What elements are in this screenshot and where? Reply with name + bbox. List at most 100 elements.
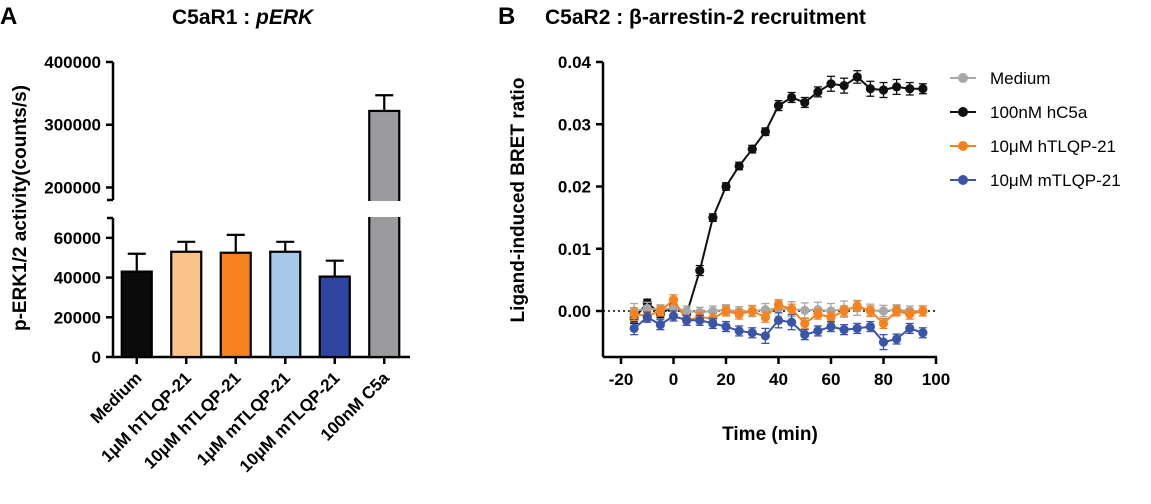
panel-b-data-point	[813, 326, 823, 336]
panel-b-data-point	[708, 213, 718, 223]
panel-b-data-point	[760, 127, 770, 137]
panel-b-data-point	[813, 309, 823, 319]
panel-b-data-point	[695, 315, 705, 325]
panel-b-data-point	[800, 318, 810, 329]
panel-b-data-point	[826, 79, 836, 89]
panel-b-letter: B	[498, 3, 515, 30]
panel-b-data-point	[826, 312, 836, 322]
panel-a-bar	[318, 275, 351, 359]
panel-b-data-point	[721, 321, 731, 332]
panel-a-letter: A	[0, 3, 17, 30]
panel-b-data-point	[668, 303, 679, 313]
panel-b-data-point	[629, 309, 639, 319]
panel-b-data-point	[865, 321, 875, 332]
panel-a-plot-area: 0200004000060000200000300000400000Medium…	[44, 53, 410, 476]
panel-b-data-point	[734, 161, 744, 171]
panel-b-data-point	[852, 323, 862, 334]
panel-a-y-tick-label: 300000	[44, 116, 101, 135]
panel-a-title-italic: pERK	[255, 6, 315, 29]
panel-b-data-point	[668, 295, 679, 305]
panel-b-data-point	[905, 323, 915, 334]
panel-b-data-point	[839, 325, 849, 335]
panel-b-x-tick-label: 60	[822, 370, 841, 389]
panel-a-bar	[368, 109, 401, 359]
panel-a-y-tick-label: 20000	[54, 308, 101, 327]
panel-a-bar	[120, 270, 153, 359]
panel-b-data-point	[734, 326, 744, 336]
legend-label: 10μM hTLQP-21	[990, 137, 1116, 156]
panel-a-y-tick-label: 60000	[54, 229, 101, 248]
panel-b-x-tick-label: 40	[769, 370, 788, 389]
panel-b-data-point	[721, 306, 731, 316]
panel-b-data-point	[839, 81, 849, 91]
panel-b-x-tick-label: 0	[669, 370, 678, 389]
panel-b-data-point	[839, 306, 849, 316]
legend-swatch-marker	[958, 175, 968, 185]
panel-b-data-point	[865, 84, 875, 94]
panel-b-data-point	[629, 323, 639, 334]
panel-b-data-point	[826, 321, 836, 332]
panel-b-y-tick-label: 0.03	[558, 115, 591, 134]
panel-a-bar	[170, 250, 203, 359]
panel-b-data-point	[760, 312, 770, 322]
panel-a-y-tick-label: 40000	[54, 269, 101, 288]
panel-b-x-tick-label: 80	[874, 370, 893, 389]
panel-b-data-point	[852, 301, 862, 311]
panel-b-data-point	[773, 100, 784, 111]
panel-b-data-point	[852, 72, 862, 82]
panel-b-data-point	[760, 331, 770, 341]
panel-b-data-point	[892, 306, 902, 316]
panel-b-data-point	[918, 328, 928, 338]
panel-b-y-tick-label: 0.00	[558, 302, 591, 321]
panel-b-data-point	[747, 328, 757, 338]
panel-a-y-tick-label: 200000	[44, 178, 101, 197]
panel-a-x-tick-label: 1μM hTLQP-21	[97, 368, 195, 466]
panel-b-data-point	[878, 306, 889, 316]
legend-swatch-marker	[958, 107, 968, 117]
panel-b-data-point	[800, 305, 810, 315]
panel-b-x-tick-label: 100	[922, 370, 950, 389]
panel-a-y-tick-label: 400000	[44, 53, 101, 72]
panel-b-data-point	[787, 317, 797, 327]
panel-b-data-point	[708, 318, 718, 329]
panel-a-bar	[269, 250, 302, 359]
panel-b-data-point	[721, 181, 731, 192]
panel-b-data-point	[734, 309, 744, 319]
panel-b-data-point	[773, 300, 784, 310]
panel-b-data-point	[695, 265, 705, 276]
legend-swatch-marker	[958, 73, 968, 83]
legend-label: 10μM mTLQP-21	[990, 171, 1121, 190]
panel-b-data-point	[800, 330, 810, 340]
panel-b-data-point	[642, 312, 652, 322]
panel-b-series-line	[633, 75, 923, 320]
panel-b-data-point	[878, 85, 889, 95]
panel-b-title: C5aR2 : β-arrestin-2 recruitment	[545, 6, 866, 29]
panel-a-bar-chart: A C5aR1 : pERK p-ERK1/2 activity(counts/…	[0, 3, 410, 476]
panel-b-data-point	[905, 309, 915, 319]
panel-b-data-point	[878, 337, 889, 347]
panel-a-bar-break-gap	[365, 201, 404, 217]
panel-b-y-tick-label: 0.02	[558, 178, 591, 197]
panel-b-data-point	[918, 84, 928, 94]
panel-b-x-tick-label: 20	[717, 370, 736, 389]
panel-b-data-point	[682, 315, 692, 325]
panel-b-legend: Medium 100nM hC5a 10μM hTLQP-21 10μM mTLQP-…	[950, 69, 1121, 190]
panel-b-data-point	[892, 82, 902, 92]
panel-a-y-axis-label: p-ERK1/2 activity(counts/s)	[10, 85, 31, 331]
panel-b-data-point	[668, 311, 679, 321]
panel-b-data-point	[878, 318, 889, 329]
panel-b-data-point	[813, 87, 823, 97]
panel-b-data-point	[773, 315, 784, 325]
legend-swatch-marker	[958, 141, 968, 151]
panel-b-plot-area: 0.00 0.01 0.02 0.03 0.04 -20 0 20 40 60 80 100	[558, 53, 950, 389]
panel-b-data-point	[682, 306, 692, 316]
panel-b-data-point	[655, 320, 665, 330]
panel-b-data-point	[747, 144, 757, 154]
panel-b-data-point	[787, 92, 797, 103]
panel-b-data-point	[905, 84, 915, 94]
panel-b-data-point	[787, 304, 797, 314]
legend-label: Medium	[990, 69, 1050, 88]
panel-b-x-tick-label: -20	[609, 370, 634, 389]
panel-b-data-point	[865, 306, 875, 316]
